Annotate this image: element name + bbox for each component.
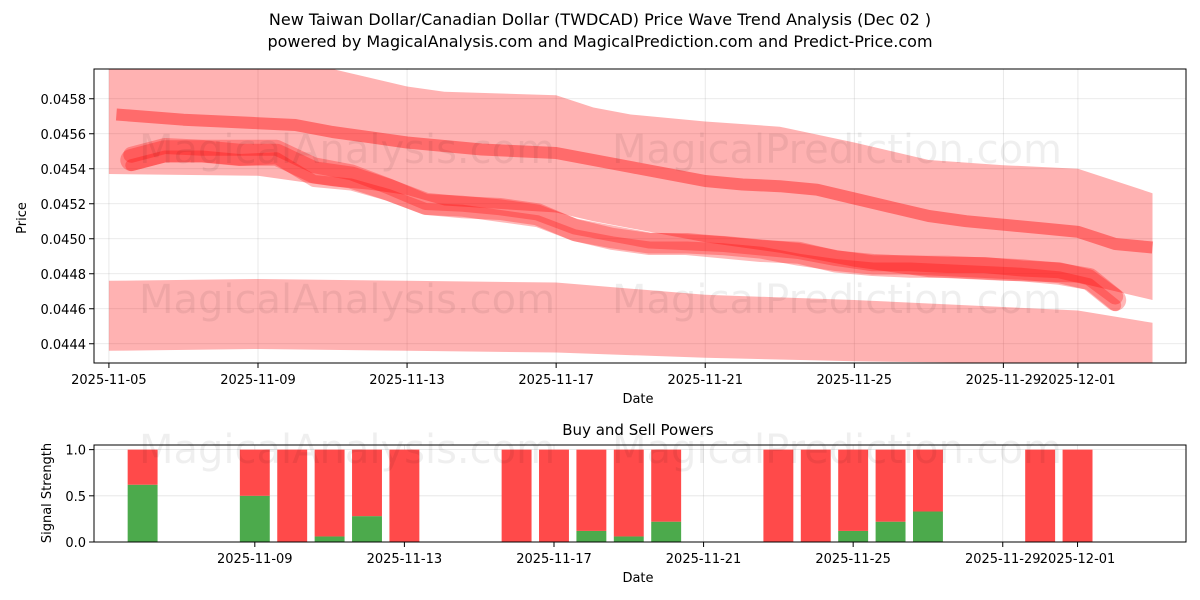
buy-bar [352,516,382,542]
sell-bar [314,449,345,537]
sell-bar [1025,449,1056,542]
sell-bar [763,449,794,542]
price-x-axis-label: Date [622,392,653,407]
price-wave-line [123,138,1124,305]
buy-bar [651,521,682,542]
buy-bar [838,530,869,542]
price-x-ticks: 2025-11-05 2025-11-09 2025-11-13 2025-11-17… [71,363,1116,388]
watermark-left-top: MagicalAnalysis.com [139,127,555,173]
sell-bar [613,449,644,537]
price-x-tick-label: 2025-11-13 [369,373,445,388]
signal-y-tick-label: 0.5 [65,490,86,505]
buy-bar [913,511,943,542]
price-x-tick-label: 2025-11-21 [667,373,743,388]
price-y-tick-label: 0.0458 [41,93,87,108]
sell-bar [239,449,270,496]
sell-bar [800,449,831,542]
watermark-left-bottom: MagicalAnalysis.com [139,427,555,473]
signal-y-tick-label: 0.0 [65,536,86,551]
upper-band [108,69,1153,300]
price-y-tick-label: 0.0444 [41,338,87,353]
signal-x-tick-label: 2025-11-21 [666,552,742,567]
price-y-tick-label: 0.0446 [41,303,87,318]
main-title-line1: New Taiwan Dollar/Canadian Dollar (TWDCA… [269,10,931,29]
sell-bar [277,449,308,542]
watermark-left-mid: MagicalAnalysis.com [139,277,555,323]
signal-watermarks: MagicalAnalysis.com MagicalPrediction.co… [139,427,1062,473]
buy-bar [239,495,270,542]
signal-x-ticks: 2025-11-09 2025-11-13 2025-11-17 2025-11-21… [217,542,1115,567]
signal-y-ticks: 0.0 0.5 1.0 [65,444,94,551]
price-plot: MagicalAnalysis.com MagicalPrediction.co… [15,68,1187,407]
buy-bar [314,536,345,542]
trend-line [115,108,1154,254]
signal-plot-title: Buy and Sell Powers [562,421,714,439]
sell-bar [576,449,607,531]
price-wave-line [120,140,1127,311]
price-y-tick-label: 0.0450 [41,233,87,248]
price-y-tick-label: 0.0448 [41,268,87,283]
sell-bar [838,449,869,531]
sell-bar [651,449,682,522]
price-watermarks: MagicalAnalysis.com MagicalPrediction.co… [139,127,1062,323]
price-bands [108,69,1154,363]
buy-bar [875,521,906,542]
sell-bar [501,449,532,542]
watermark-right-mid: MagicalPrediction.com [612,277,1062,323]
price-x-tick-label: 2025-11-05 [71,373,147,388]
signal-x-tick-label: 2025-11-17 [516,552,592,567]
buy-bar [613,536,644,542]
price-x-tick-label: 2025-12-01 [1040,373,1116,388]
price-y-ticks: 0.0444 0.0446 0.0448 0.0450 0.0452 0.0454 0.04… [41,93,94,353]
signal-y-axis-label: Signal Strength [40,443,55,543]
price-x-tick-label: 2025-11-25 [817,373,893,388]
lower-band [108,279,1153,363]
sell-bar [1062,449,1093,542]
price-y-tick-label: 0.0452 [41,198,87,213]
signal-x-tick-label: 2025-12-01 [1040,552,1116,567]
main-title-line2: powered by MagicalAnalysis.com and Magic… [267,32,932,51]
signal-y-tick-label: 1.0 [65,444,86,459]
watermark-right-top: MagicalPrediction.com [612,127,1062,173]
price-grid [94,69,1186,363]
signal-bars [127,449,1093,542]
signal-plot: Buy and Sell Powers MagicalAnalysis.com … [40,421,1187,586]
sell-bar [389,449,420,542]
sell-bar [539,449,569,542]
signal-plot-frame [93,444,1187,543]
signal-x-tick-label: 2025-11-29 [965,552,1041,567]
sell-bar [913,449,943,512]
buy-bar [127,484,158,542]
price-x-tick-label: 2025-11-29 [966,373,1042,388]
price-plot-frame [93,68,1187,364]
price-y-tick-label: 0.0456 [41,128,87,143]
price-x-tick-label: 2025-11-17 [518,373,594,388]
sell-bar [352,449,382,517]
signal-x-tick-label: 2025-11-13 [367,552,443,567]
sell-bar [875,449,906,522]
price-wave-line [125,150,1122,312]
price-y-axis-label: Price [15,202,30,234]
signal-x-tick-label: 2025-11-25 [815,552,891,567]
signal-x-tick-label: 2025-11-09 [217,552,293,567]
buy-bar [576,530,607,542]
signal-x-axis-label: Date [622,571,653,586]
price-waves [120,138,1127,312]
price-y-tick-label: 0.0454 [41,163,87,178]
price-x-tick-label: 2025-11-09 [220,373,296,388]
watermark-right-bottom: MagicalPrediction.com [612,427,1062,473]
sell-bar [127,449,158,485]
